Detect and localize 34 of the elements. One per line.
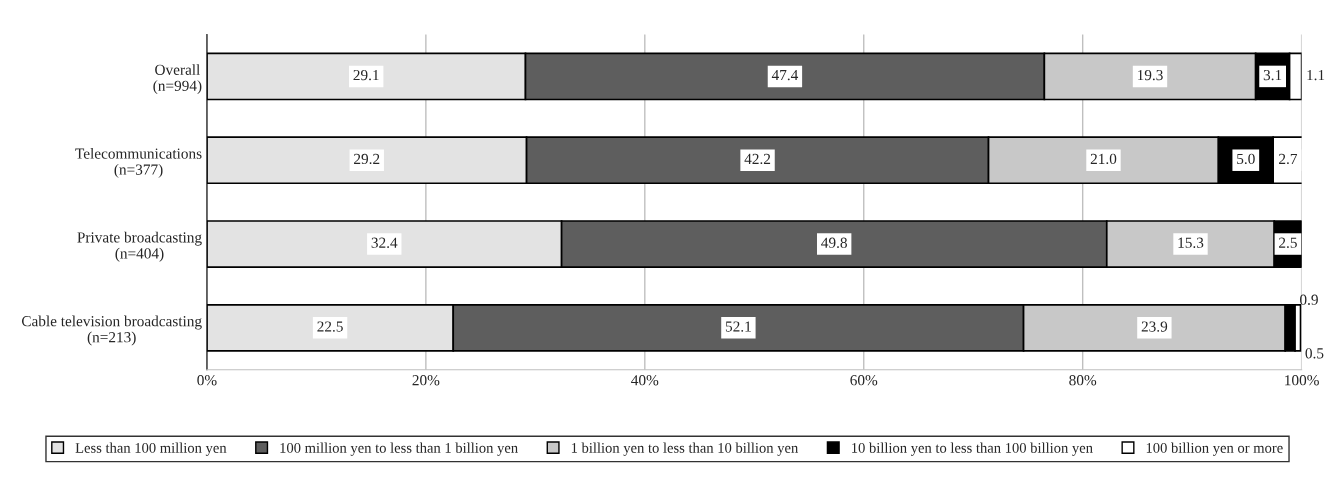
- data-label: 23.9: [1141, 321, 1168, 332]
- data-label: 32.4: [371, 237, 398, 248]
- data-label: 5.0: [1237, 153, 1255, 165]
- data-label: 49.8: [821, 237, 847, 248]
- data-label: 42.2: [744, 153, 771, 165]
- data-label: 2.7: [1279, 153, 1298, 165]
- data-label: 21.0: [1090, 153, 1117, 165]
- data-label: 29.1: [353, 69, 379, 81]
- data-label: 15.3: [1178, 237, 1204, 248]
- legend-label: Less than 100 million yen: [75, 442, 227, 456]
- y-tick-label: Private broadcasting (n=404): [77, 231, 202, 262]
- legend-label: 1 billion yen to less than 10 billion yen: [571, 442, 799, 456]
- x-tick-label: 20%: [412, 375, 440, 386]
- y-tick-label: Overall (n=994): [153, 64, 202, 95]
- data-label: 0.9: [1300, 294, 1318, 305]
- data-label: 0.5: [1305, 348, 1324, 359]
- data-label: 3.1: [1263, 69, 1282, 81]
- legend-label: 100 million yen to less than 1 billion yen: [280, 442, 518, 456]
- data-label: 47.4: [771, 70, 799, 81]
- legend-label: 10 billion yen to less than 100 billion yen: [852, 442, 1093, 456]
- data-label: 29.2: [354, 153, 380, 165]
- data-label: 22.5: [317, 321, 343, 332]
- data-label: 19.3: [1137, 69, 1163, 81]
- data-label: 52.1: [725, 321, 751, 332]
- x-tick-label: 100%: [1285, 375, 1319, 386]
- x-tick-label: 0%: [197, 375, 217, 386]
- x-tick-label: 60%: [850, 375, 878, 386]
- y-tick-label: Telecommunications (n=377): [75, 148, 202, 178]
- x-tick-label: 40%: [631, 375, 659, 386]
- y-tick-label: Cable television broadcasting (n=213): [21, 315, 202, 346]
- legend-label: 100 billion yen or more: [1146, 442, 1283, 456]
- data-label: 1.1: [1307, 70, 1325, 81]
- data-label: 2.5: [1279, 237, 1297, 248]
- x-tick-label: 80%: [1069, 375, 1097, 386]
